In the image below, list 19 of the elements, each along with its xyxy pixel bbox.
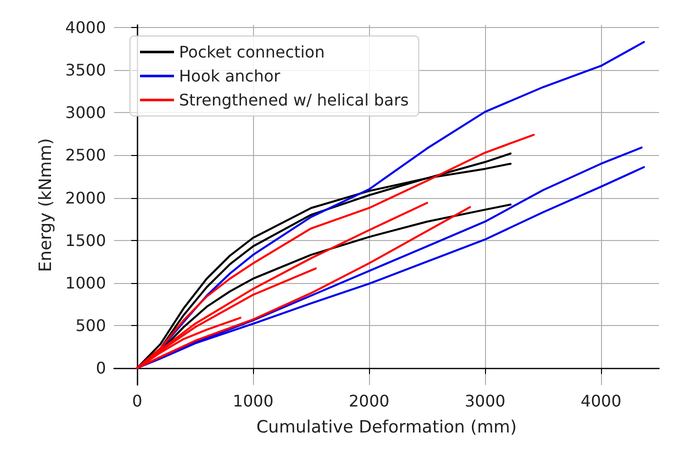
- legend-label: Strengthened w/ helical bars: [179, 90, 409, 110]
- x-tick-label: 3000: [464, 392, 506, 410]
- x-axis-title: Cumulative Deformation (mm): [256, 418, 517, 438]
- y-tick-label: 500: [75, 316, 106, 335]
- y-tick-label: 3000: [65, 103, 106, 122]
- legend-label: Pocket connection: [179, 42, 325, 62]
- x-tick-label: 4000: [580, 392, 622, 410]
- x-tick-label: 1000: [232, 392, 274, 410]
- y-tick-label: 0: [96, 358, 106, 378]
- y-axis-title: Energy (kNmm): [36, 138, 56, 272]
- y-tick-label: 3500: [65, 60, 106, 80]
- x-tick-label: 0: [132, 392, 142, 410]
- y-tick-label: 4000: [65, 18, 106, 38]
- legend-label: Hook anchor: [179, 66, 281, 86]
- y-tick-label: 1500: [65, 230, 106, 250]
- y-tick-label: 2500: [65, 146, 106, 165]
- y-tick-label: 2000: [65, 188, 106, 208]
- x-tick-label: 2000: [348, 392, 390, 410]
- y-tick-label: 1000: [65, 273, 106, 292]
